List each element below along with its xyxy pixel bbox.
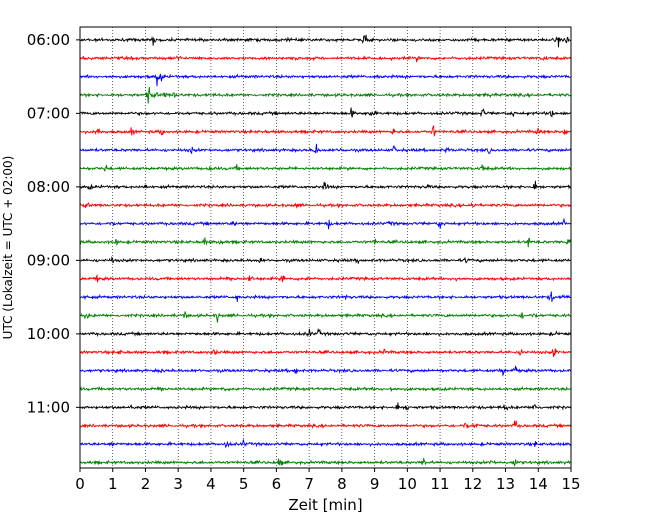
y-tick-label: 07:00 (27, 104, 70, 122)
trace-08:00 (79, 180, 571, 191)
x-tick-label: 4 (206, 475, 216, 493)
x-tick-label: 14 (529, 475, 548, 493)
trace-08:45 (79, 237, 572, 248)
x-tick-label: 13 (496, 475, 515, 493)
x-tick-label: 9 (370, 475, 380, 493)
trace-11:30 (79, 439, 572, 449)
trace-10:30 (79, 365, 571, 377)
trace-07:30 (79, 143, 572, 155)
trace-10:45 (79, 385, 571, 393)
x-tick-label: 0 (75, 475, 85, 493)
trace-09:00 (79, 255, 571, 264)
trace-layer (79, 34, 572, 467)
x-tick-label: 2 (141, 475, 151, 493)
trace-11:45 (79, 457, 571, 467)
grid-layer (112, 27, 539, 468)
x-tick-label: 5 (239, 475, 249, 493)
plot-frame (79, 26, 572, 469)
x-tick-label: 10 (398, 475, 417, 493)
trace-06:00 (79, 34, 571, 48)
trace-11:15 (79, 420, 572, 430)
x-axis-label: Zeit [min] (288, 496, 362, 514)
x-tick-label: 3 (173, 475, 183, 493)
x-tick-label: 12 (463, 475, 482, 493)
trace-10:15 (79, 348, 571, 358)
y-axis: 06:00 07:00 08:00 09:00 10:00 11:00 (27, 31, 80, 416)
trace-07:45 (79, 164, 572, 172)
trace-06:45 (79, 87, 571, 104)
x-tick-label: 6 (272, 475, 282, 493)
x-tick-label: 11 (431, 475, 450, 493)
y-tick-label: 10:00 (27, 325, 70, 343)
y-tick-label: 06:00 (27, 31, 70, 49)
trace-07:15 (79, 124, 571, 137)
y-tick-label: 09:00 (27, 251, 70, 269)
x-tick-label: 15 (561, 475, 580, 493)
trace-07:00 (79, 107, 571, 118)
y-tick-label: 08:00 (27, 178, 70, 196)
trace-10:00 (79, 327, 572, 338)
trace-11:00 (79, 402, 571, 411)
y-tick-label: 11:00 (27, 398, 70, 416)
trace-06:30 (79, 73, 571, 87)
x-axis: 0 1 2 3 4 5 6 7 8 9 10 11 12 13 14 15 (75, 468, 581, 493)
trace-08:30 (79, 218, 571, 230)
trace-08:15 (79, 201, 572, 209)
trace-09:15 (79, 273, 571, 283)
y-axis-label: UTC (Lokalzeit = UTC + 02:00) (1, 156, 15, 340)
trace-09:45 (79, 311, 572, 323)
x-tick-label: 7 (304, 475, 314, 493)
x-tick-label: 1 (108, 475, 118, 493)
trace-06:15 (79, 55, 571, 63)
trace-09:30 (79, 291, 571, 302)
x-tick-label: 8 (337, 475, 347, 493)
